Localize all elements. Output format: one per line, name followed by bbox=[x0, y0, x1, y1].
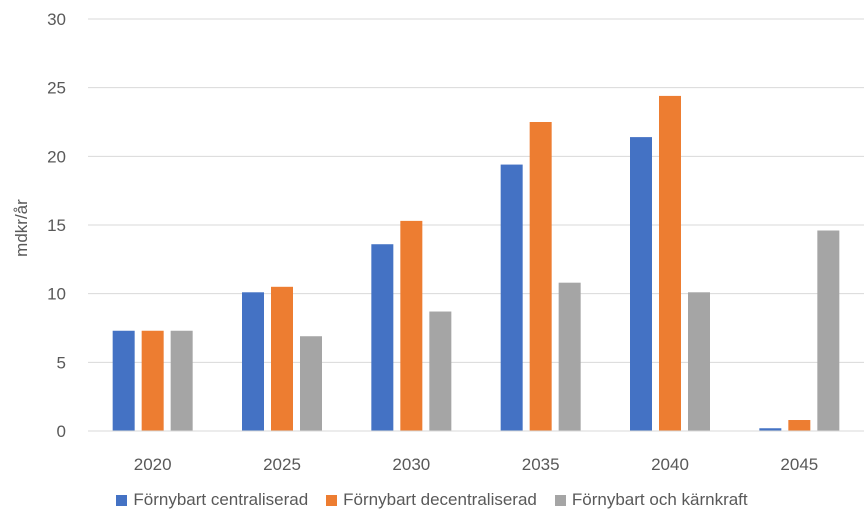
legend-label: Förnybart och kärnkraft bbox=[571, 490, 748, 509]
bar bbox=[271, 286, 293, 431]
bar bbox=[688, 292, 710, 431]
y-axis-ticks: 0 5 10 15 20 25 30 bbox=[47, 10, 66, 441]
bar bbox=[429, 311, 452, 431]
legend-swatch bbox=[116, 494, 128, 506]
bar bbox=[371, 244, 394, 431]
legend-label: Förnybart centraliserad bbox=[133, 490, 309, 509]
x-tick-label: 2040 bbox=[651, 455, 689, 474]
y-tick-label: 25 bbox=[47, 79, 66, 98]
bar bbox=[529, 122, 552, 431]
legend-item: Förnybart och kärnkraft bbox=[554, 490, 748, 510]
x-axis-ticks: 2020 2025 2030 2035 2040 2045 bbox=[134, 455, 818, 474]
bar bbox=[242, 292, 264, 431]
x-tick-label: 2045 bbox=[780, 455, 818, 474]
legend-swatch bbox=[326, 494, 338, 506]
y-tick-label: 5 bbox=[57, 353, 66, 372]
bar bbox=[170, 330, 193, 431]
x-tick-label: 2020 bbox=[134, 455, 172, 474]
bar bbox=[788, 420, 811, 431]
legend: Förnybart centraliserad Förnybart decentr… bbox=[0, 490, 864, 510]
y-tick-label: 0 bbox=[57, 422, 66, 441]
legend-item: Förnybart decentraliserad bbox=[326, 490, 537, 510]
bar bbox=[659, 95, 681, 431]
y-tick-label: 10 bbox=[47, 285, 66, 304]
y-axis-title: mdkr/år bbox=[12, 199, 31, 257]
y-tick-label: 15 bbox=[47, 216, 66, 235]
bar bbox=[558, 282, 581, 431]
bar bbox=[300, 336, 322, 431]
bar bbox=[400, 220, 423, 431]
y-tick-label: 20 bbox=[47, 147, 66, 166]
bar bbox=[141, 330, 164, 431]
gridlines bbox=[88, 18, 864, 363]
x-tick-label: 2035 bbox=[522, 455, 560, 474]
x-tick-label: 2025 bbox=[263, 455, 301, 474]
x-tick-label: 2030 bbox=[392, 455, 430, 474]
bar bbox=[112, 330, 135, 431]
legend-swatch bbox=[554, 494, 566, 506]
bar bbox=[817, 230, 840, 431]
y-tick-label: 30 bbox=[47, 10, 66, 29]
bar bbox=[500, 164, 523, 431]
legend-item: Förnybart centraliserad bbox=[116, 490, 308, 510]
bar bbox=[759, 428, 782, 431]
bars bbox=[112, 95, 840, 431]
legend-label: Förnybart decentraliserad bbox=[343, 490, 537, 509]
bar bbox=[630, 137, 652, 431]
